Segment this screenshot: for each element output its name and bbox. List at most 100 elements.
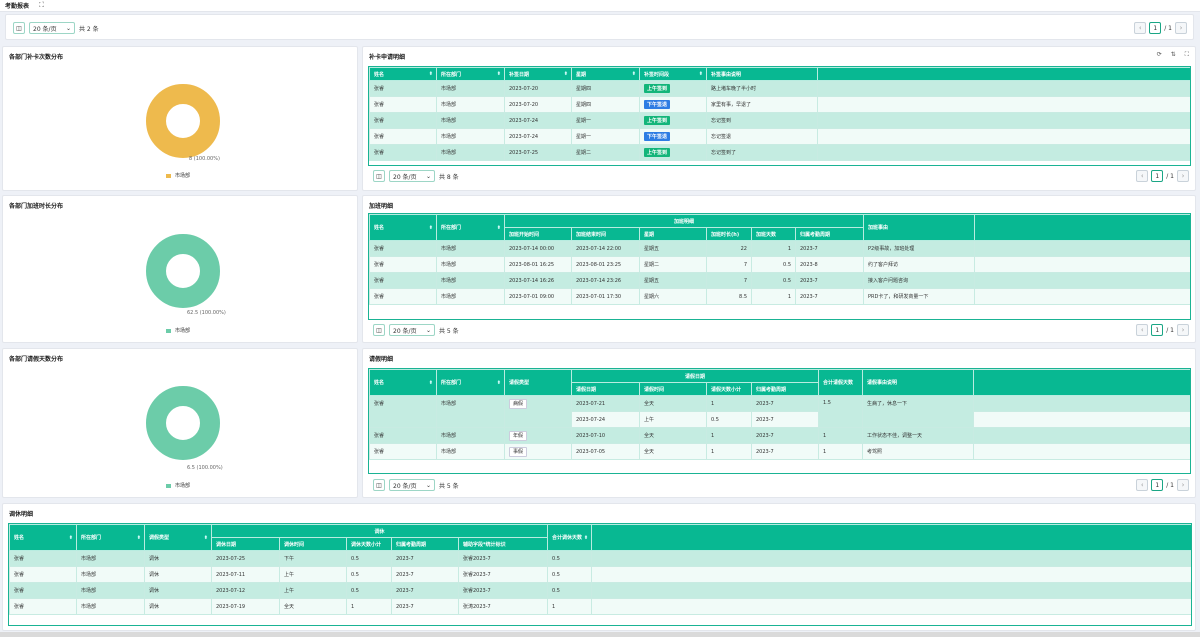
prev-page-button[interactable]: ‹ xyxy=(1136,170,1149,182)
col-reason: 请假事由说明 xyxy=(862,369,975,396)
page-size-select[interactable]: 20 条/页 ⌄ xyxy=(389,324,435,336)
column-settings-icon[interactable]: ◫ xyxy=(373,170,385,182)
next-page-button[interactable]: › xyxy=(1177,324,1189,336)
col-dept[interactable]: 所在部门 ⬍ xyxy=(76,524,145,551)
fullscreen-icon[interactable]: ⛶ xyxy=(1184,51,1189,58)
sort-icon[interactable]: ⬍ xyxy=(428,379,433,386)
col-period[interactable]: 补签时间段 ⬍ xyxy=(639,67,707,81)
cell: 张睿 xyxy=(9,550,77,567)
horizontal-scrollbar[interactable] xyxy=(0,632,1200,637)
cell: 2023-07-14 22:00 xyxy=(571,240,640,257)
table-row[interactable]: 张睿 市场部 调休 2023-07-19 全天 1 2023-7 张涛2023-7 1 xyxy=(9,598,1191,615)
page-size-select[interactable]: 20 条/页 ⌄ xyxy=(389,479,435,491)
col-date: 请假日期 xyxy=(571,382,640,396)
cell: 接入客户问题咨询 xyxy=(863,272,976,289)
cell xyxy=(974,256,1190,273)
page-input[interactable]: 1 xyxy=(1149,22,1162,34)
page-size-select[interactable]: 20 条/页 ⌄ xyxy=(29,22,75,34)
col-name[interactable]: 姓名 ⬍ xyxy=(369,67,437,81)
next-page-button[interactable]: › xyxy=(1177,170,1189,182)
leave-pager-nav: ‹ 1 / 1 › xyxy=(1136,478,1189,492)
prev-page-button[interactable]: ‹ xyxy=(1134,22,1147,34)
table-row[interactable]: 张睿 市场部 2023-07-24 星期一 上午签到 忘记签到 xyxy=(369,112,1190,129)
cell: 调休 xyxy=(144,550,212,567)
col-dept[interactable]: 所在部门 ⬍ xyxy=(436,67,505,81)
period-tag: 下午签退 xyxy=(644,100,671,109)
leave-chart-title: 各部门请假天数分布 xyxy=(9,356,64,363)
prev-page-button[interactable]: ‹ xyxy=(1136,324,1149,336)
column-height-icon[interactable]: ⇅ xyxy=(1170,51,1176,58)
sort-icon[interactable]: ⬍ xyxy=(698,71,703,77)
cell: 2023-08-01 16:25 xyxy=(504,256,572,273)
cell: 张睿 xyxy=(369,427,437,444)
col-time: 请假时间 xyxy=(639,382,707,396)
sort-icon[interactable]: ⬍ xyxy=(563,71,568,77)
column-settings-icon[interactable]: ◫ xyxy=(13,22,25,34)
col-filler xyxy=(974,214,1190,241)
sort-icon[interactable]: ⬍ xyxy=(496,379,501,386)
cell xyxy=(591,566,1191,583)
fullscreen-icon[interactable]: ⛶ xyxy=(39,1,44,9)
cell: P2级事故，加班处理 xyxy=(863,240,976,257)
cell: 星期五 xyxy=(639,272,707,289)
table-row[interactable]: 张睿 市场部 2023-07-20 星期四 下午签退 家里有事，早退了 xyxy=(369,96,1190,113)
col-dept[interactable]: 所在部门 ⬍ xyxy=(436,214,505,241)
table-row[interactable]: 张睿 市场部 2023-07-25 星期二 上午签到 忘记签到了 xyxy=(369,144,1190,161)
page-input[interactable]: 1 xyxy=(1151,170,1164,182)
table-row[interactable]: 张睿 市场部 年假 2023-07-10 全天 1 2023-7 1 工作状态不佳，调整一天 xyxy=(369,427,1190,444)
sort-icon[interactable]: ⬍ xyxy=(631,71,636,77)
col-date[interactable]: 补签日期 ⬍ xyxy=(504,67,572,81)
sort-icon[interactable]: ⬍ xyxy=(496,224,501,231)
col-name[interactable]: 姓名 ⬍ xyxy=(369,214,437,241)
sort-icon[interactable]: ⬍ xyxy=(68,534,73,541)
supp-table-title: 补卡申请明细 xyxy=(369,54,406,61)
page-size-select[interactable]: 20 条/页 ⌄ xyxy=(389,170,435,182)
sort-icon[interactable]: ⬍ xyxy=(496,71,501,77)
page-input[interactable]: 1 xyxy=(1151,324,1164,336)
table-row[interactable]: 张睿 市场部 2023-07-24 星期一 下午签退 忘记签退 xyxy=(369,128,1190,145)
col-dept[interactable]: 所在部门 ⬍ xyxy=(436,369,505,396)
col-weekday: 星期 xyxy=(639,227,707,241)
sort-icon[interactable]: ⬍ xyxy=(428,71,433,77)
sort-icon[interactable]: ⬍ xyxy=(583,534,589,541)
col-name[interactable]: 姓名 ⬍ xyxy=(369,369,437,396)
period-tag: 上午签到 xyxy=(644,148,671,157)
col-label: 调假类型 xyxy=(149,535,170,541)
cell: 2023-07-12 xyxy=(211,582,280,599)
legend-label: 市场部 xyxy=(175,173,191,179)
cell: 市场部 xyxy=(76,582,145,599)
col-name[interactable]: 姓名 ⬍ xyxy=(9,524,77,551)
sort-icon[interactable]: ⬍ xyxy=(203,534,208,541)
column-settings-icon[interactable]: ◫ xyxy=(373,479,385,491)
cell: 2023-7 xyxy=(750,411,820,428)
col-type[interactable]: 调假类型 ⬍ xyxy=(144,524,212,551)
column-settings-icon[interactable]: ◫ xyxy=(373,324,385,336)
next-page-button[interactable]: › xyxy=(1177,479,1189,491)
table-row[interactable]: 张睿 市场部 2023-07-14 00:00 2023-07-14 22:00 星期五… xyxy=(369,240,1190,257)
table-row[interactable]: 张睿 市场部 2023-07-14 16:26 2023-07-14 23:26 星期五… xyxy=(369,272,1190,289)
refresh-icon[interactable]: ⟳ xyxy=(1156,51,1162,58)
next-page-button[interactable]: › xyxy=(1175,22,1187,34)
cell xyxy=(974,272,1190,289)
sort-icon[interactable]: ⬍ xyxy=(428,224,433,231)
table-row[interactable]: 张睿 市场部 调休 2023-07-25 下午 0.5 2023-7 张睿2023-7 0.5 xyxy=(9,550,1191,567)
cell: 星期五 xyxy=(639,240,707,257)
col-weekday[interactable]: 星期 ⬍ xyxy=(571,67,640,81)
cell: 张睿 xyxy=(9,582,77,599)
cell: 2023-07-25 xyxy=(504,144,572,161)
table-row[interactable]: 张睿 市场部 2023-08-01 16:25 2023-08-01 23:25 星期二… xyxy=(369,256,1190,273)
cell: 2023-08-01 23:25 xyxy=(571,256,640,273)
table-row[interactable]: 张睿 市场部 2023-07-01 09:00 2023-07-01 17:30 星期六… xyxy=(369,288,1190,305)
cell xyxy=(974,240,1190,257)
prev-page-button[interactable]: ‹ xyxy=(1136,479,1149,491)
sort-icon[interactable]: ⬍ xyxy=(136,534,141,541)
table-row[interactable]: 张睿 市场部 调休 2023-07-11 上午 0.5 2023-7 张睿2023-7 0.5 xyxy=(9,566,1191,583)
col-date: 调休日期 xyxy=(211,537,280,551)
cell: 调休 xyxy=(144,598,212,615)
table-row[interactable]: 张睿 市场部 事假 2023-07-05 全天 1 2023-7 1 考驾照 xyxy=(369,443,1190,460)
table-row[interactable]: 张睿 市场部 病假 2023-07-21 全天 1 2023-7 1.5 生病了，休息一下 xyxy=(369,395,1190,428)
page-input[interactable]: 1 xyxy=(1151,479,1164,491)
table-row[interactable]: 张睿 市场部 2023-07-20 星期四 上午签到 路上堵车晚了半小时 xyxy=(369,80,1190,97)
table-row[interactable]: 张睿 市场部 调休 2023-07-12 上午 0.5 2023-7 张睿2023-7 0.5 xyxy=(9,582,1191,599)
col-total[interactable]: 合计调休天数 ⬍ xyxy=(547,524,593,551)
